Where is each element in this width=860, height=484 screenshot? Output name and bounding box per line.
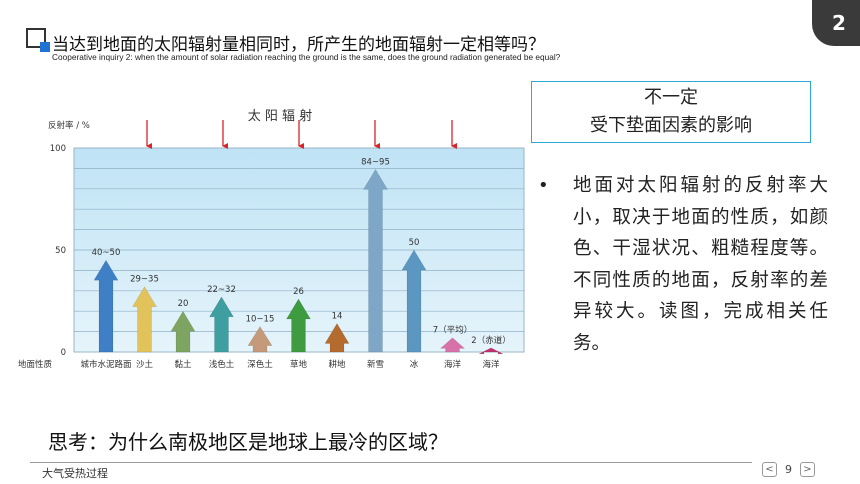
think-question: 思考：为什么南极地区是地球上最冷的区域？ [48,430,448,454]
bar-value-label: 20 [178,299,189,309]
bar-value-label: 84~95 [361,157,390,167]
bar-5 [286,298,311,353]
slide-number-badge: 2 [812,0,860,46]
x-tick-label: 沙土 [136,359,154,370]
bar-1 [132,286,157,353]
footer-divider [30,462,752,463]
footer-course-title: 大气受热过程 [42,467,108,480]
bar-10 [478,347,504,355]
prev-page-button[interactable]: < [762,461,777,477]
page-number: 9 [785,462,792,476]
bar-7 [363,168,388,353]
pager: < 9 > [762,461,815,477]
bar-value-label: 29~35 [130,275,159,285]
reflectivity-bar-chart: 40~50 29~35 20 22~32 10~15 26 14 84~95 50 7（平均）2（… [18,108,525,370]
x-tick-label: 海洋 [482,359,500,370]
x-tick-label: 新雪 [367,359,384,370]
bar-value-label: 50 [409,238,420,248]
bar-6 [324,322,350,353]
bar-value-label: 7（平均） [433,325,472,336]
x-tick-label: 浅色土 [209,359,235,370]
bar-9 [439,337,466,353]
slide-title: 当达到地面的太阳辐射量相同时，所产生的地面辐射一定相等吗？ [52,35,545,55]
slide-subtitle: Cooperative inquiry 2: when the amount o… [52,52,561,62]
chart-title: 太 阳 辐 射 [248,108,312,124]
answer-line-2: 受下垫面因素的影响 [590,115,752,136]
bar-value-label: 40~50 [92,248,121,258]
explanation-text: 地面对太阳辐射的反射率大小，取决于地面的性质，如颜色、干湿状况、粗糙程度等。不同… [573,175,828,354]
y-tick-label: 0 [61,348,66,358]
bar-0 [93,259,119,353]
x-tick-label: 耕地 [328,359,346,370]
x-tick-label: 草地 [290,359,308,370]
x-tick-label: 海洋 [444,359,462,370]
bar-8 [401,249,427,353]
bar-value-label: 26 [293,287,304,297]
bar-value-label: 2（赤道） [471,335,510,346]
next-page-button[interactable]: > [800,461,815,477]
bar-4 [247,326,273,353]
y-axis-label: 反射率 / % [48,120,90,131]
x-tick-label: 深色土 [247,359,273,370]
bar-2 [170,310,196,353]
x-axis-label: 地面性质 [18,359,53,370]
x-tick-label: 冰 [410,359,419,370]
y-tick-label: 50 [55,246,66,256]
bar-value-label: 22~32 [207,285,236,295]
bar-value-label: 10~15 [246,315,275,325]
x-tick-label: 城市水泥路面 [80,359,132,370]
x-tick-label: 黏土 [174,359,192,370]
answer-box: 不一定 受下垫面因素的影响 [531,81,811,143]
answer-line-1: 不一定 [644,87,698,108]
bar-3 [209,296,234,353]
title-square-icon [26,28,50,52]
bullet-dot: • [538,175,549,196]
y-tick-label: 100 [50,144,66,154]
bar-value-label: 14 [332,311,343,321]
